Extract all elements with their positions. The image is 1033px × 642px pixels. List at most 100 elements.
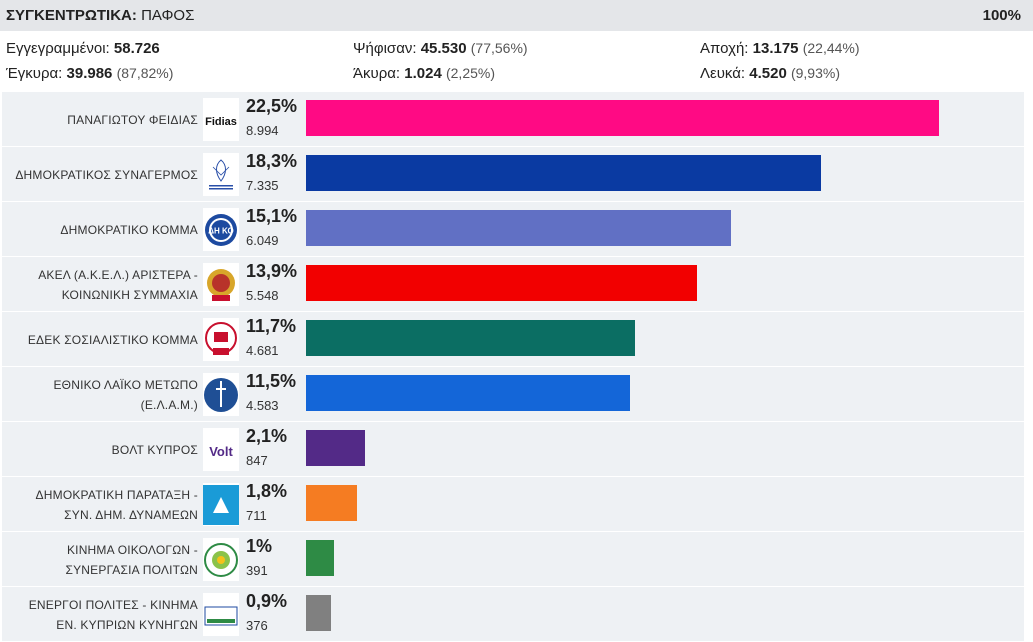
- stat-invalid-label: Άκυρα:: [353, 65, 401, 82]
- stat-abstention: Αποχή: 13.175 (22,44%): [700, 40, 860, 57]
- header-title-label: ΣΥΓΚΕΝΤΡΩΤΙΚΑ:: [6, 7, 137, 24]
- svg-text:ΔΗ ΚΟ: ΔΗ ΚΟ: [208, 226, 233, 235]
- elam-logo-icon: [204, 377, 238, 412]
- party-logo: [203, 483, 239, 526]
- stat-valid: Έγκυρα: 39.986 (87,82%): [6, 65, 173, 82]
- party-row: ΠΑΝΑΓΙΩΤΟΥ ΦΕΙΔΙΑΣ Fidias 22,5% 8.994: [2, 92, 1024, 147]
- diko-logo-icon: ΔΗ ΚΟ: [205, 213, 237, 246]
- stat-valid-label: Έγκυρα:: [6, 65, 63, 82]
- party-name: ΚΙΝΗΜΑ ΟΙΚΟΛΟΓΩΝ - ΣΥΝΕΡΓΑΣΙΑ ΠΟΛΙΤΩΝ: [65, 542, 198, 577]
- party-name: ΑΚΕΛ (Α.Κ.Ε.Λ.) ΑΡΙΣΤΕΡΑ - ΚΟΙΝΩΝΙΚΗ ΣΥΜ…: [38, 267, 198, 302]
- ecologists-logo-icon: [204, 542, 238, 577]
- stat-registered-label: Εγγεγραμμένοι:: [6, 40, 110, 57]
- stat-registered-value: 58.726: [113, 40, 160, 57]
- party-bar: [306, 485, 357, 521]
- party-name: ΒΟΛΤ ΚΥΠΡΟΣ: [111, 442, 198, 457]
- disy-logo-icon: [209, 158, 233, 189]
- stat-invalid: Άκυρα: 1.024 (2,25%): [353, 65, 495, 82]
- party-bar: [306, 375, 630, 411]
- party-percentage: 0,9%: [246, 591, 288, 611]
- stat-invalid-pct: (2,25%): [445, 65, 496, 81]
- party-percentage: 11,5%: [246, 371, 297, 391]
- party-percentage: 15,1%: [246, 206, 298, 226]
- party-logo: [203, 373, 239, 416]
- party-percentage: 2,1%: [246, 426, 288, 446]
- party-percentage: 22,5%: [246, 96, 298, 116]
- counting-progress: 100%: [982, 7, 1021, 24]
- party-votes: 847: [246, 453, 268, 468]
- svg-text:Volt: Volt: [209, 444, 233, 459]
- stat-blank-pct: (9,93%): [790, 65, 840, 81]
- party-votes: 4.681: [246, 343, 279, 358]
- party-row: ΔΗΜΟΚΡΑΤΙΚΟΣ ΣΥΝΑΓΕΡΜΟΣ 18,3% 7.335: [2, 147, 1024, 202]
- party-percentage: 18,3%: [246, 151, 298, 171]
- party-bar: [306, 210, 731, 246]
- party-bar: [306, 320, 635, 356]
- party-bar: [306, 540, 334, 576]
- stat-blank-label: Λευκά:: [700, 65, 746, 82]
- party-logo: [203, 318, 239, 361]
- header-title: ΣΥΓΚΕΝΤΡΩΤΙΚΑ: ΠΑΦΟΣ: [6, 7, 194, 24]
- stat-abstention-value: 13.175: [752, 40, 799, 57]
- stat-blank-value: 4.520: [749, 65, 787, 82]
- party-votes: 711: [246, 508, 267, 523]
- party-logo: [203, 263, 239, 306]
- party-name: ΕΝΕΡΓΟΙ ΠΟΛΙΤΕΣ - ΚΙΝΗΜΑ ΕΝ. ΚΥΠΡΙΩΝ ΚΥΝ…: [28, 597, 198, 632]
- party-votes: 376: [246, 618, 268, 633]
- party-name: ΔΗΜΟΚΡΑΤΙΚΗ ΠΑΡΑΤΑΞΗ - ΣΥΝ. ΔΗΜ. ΔΥΝΑΜΕΩ…: [35, 487, 198, 522]
- party-bar: [306, 155, 821, 191]
- party-row: ΕΝΕΡΓΟΙ ΠΟΛΙΤΕΣ - ΚΙΝΗΜΑ ΕΝ. ΚΥΠΡΙΩΝ ΚΥΝ…: [2, 587, 1024, 642]
- stat-blank: Λευκά: 4.520 (9,93%): [700, 65, 840, 82]
- results-header: ΣΥΓΚΕΝΤΡΩΤΙΚΑ: ΠΑΦΟΣ 100%: [0, 0, 1033, 31]
- akel-logo-icon: [207, 268, 235, 301]
- active-citizens-logo-icon: [204, 606, 238, 625]
- party-percentage: 1,8%: [246, 481, 288, 501]
- party-row: ΕΔΕΚ ΣΟΣΙΑΛΙΣΤΙΚΟ ΚΟΜΜΑ 11,7% 4.681: [2, 312, 1024, 367]
- party-row: ΕΘΝΙΚΟ ΛΑΪΚΟ ΜΕΤΩΠΟ (Ε.Λ.Α.Μ.) 11,5% 4.583: [2, 367, 1024, 422]
- party-votes: 391: [246, 563, 268, 578]
- volt-logo-icon: Volt: [209, 444, 233, 459]
- stat-valid-value: 39.986: [66, 65, 113, 82]
- party-logo: Volt: [203, 428, 239, 471]
- party-logo: [203, 538, 239, 581]
- party-row: ΑΚΕΛ (Α.Κ.Ε.Λ.) ΑΡΙΣΤΕΡΑ - ΚΟΙΝΩΝΙΚΗ ΣΥΜ…: [2, 257, 1024, 312]
- party-name: ΕΘΝΙΚΟ ΛΑΪΚΟ ΜΕΤΩΠΟ (Ε.Λ.Α.Μ.): [53, 377, 198, 412]
- party-percentage: 13,9%: [246, 261, 298, 281]
- party-row: ΚΙΝΗΜΑ ΟΙΚΟΛΟΓΩΝ - ΣΥΝΕΡΓΑΣΙΑ ΠΟΛΙΤΩΝ 1% 3…: [2, 532, 1024, 587]
- party-row: ΔΗΜΟΚΡΑΤΙΚΟ ΚΟΜΜΑ ΔΗ ΚΟ 15,1% 6.049: [2, 202, 1024, 257]
- turnout-stats: Εγγεγραμμένοι: 58.726 Ψήφισαν: 45.530 (7…: [0, 31, 1033, 91]
- edek-logo-icon: [205, 321, 237, 355]
- party-logo: [203, 153, 239, 196]
- stat-abstention-pct: (22,44%): [802, 40, 860, 56]
- party-votes: 6.049: [246, 233, 279, 248]
- stat-voted-pct: (77,56%): [470, 40, 528, 56]
- stat-voted: Ψήφισαν: 45.530 (77,56%): [353, 40, 528, 57]
- party-name: ΠΑΝΑΓΙΩΤΟΥ ΦΕΙΔΙΑΣ: [67, 112, 198, 127]
- results-bar-chart: ΠΑΝΑΓΙΩΤΟΥ ΦΕΙΔΙΑΣ Fidias 22,5% 8.994 ΔΗΜΟΚΡ…: [0, 92, 1033, 642]
- party-logo: [203, 593, 239, 636]
- party-name: ΔΗΜΟΚΡΑΤΙΚΟΣ ΣΥΝΑΓΕΡΜΟΣ: [15, 167, 198, 182]
- stat-valid-pct: (87,82%): [116, 65, 174, 81]
- party-votes: 4.583: [246, 398, 279, 413]
- party-logo: ΔΗ ΚΟ: [203, 208, 239, 251]
- svg-text:Fidias: Fidias: [205, 116, 237, 128]
- stat-invalid-value: 1.024: [404, 65, 442, 82]
- party-votes: 5.548: [246, 288, 279, 303]
- stat-abstention-label: Αποχή:: [700, 40, 749, 57]
- dipa-logo-icon: [203, 484, 239, 525]
- party-percentage: 1%: [246, 536, 273, 556]
- stat-voted-value: 45.530: [420, 40, 467, 57]
- party-votes: 8.994: [246, 123, 279, 138]
- fidias-logo-icon: Fidias: [205, 116, 237, 128]
- party-bar: [306, 265, 697, 301]
- party-row: ΒΟΛΤ ΚΥΠΡΟΣ Volt 2,1% 847: [2, 422, 1024, 477]
- header-region: ΠΑΦΟΣ: [141, 7, 195, 24]
- party-name: ΔΗΜΟΚΡΑΤΙΚΟ ΚΟΜΜΑ: [60, 222, 198, 237]
- party-name: ΕΔΕΚ ΣΟΣΙΑΛΙΣΤΙΚΟ ΚΟΜΜΑ: [27, 332, 198, 347]
- party-row: ΔΗΜΟΚΡΑΤΙΚΗ ΠΑΡΑΤΑΞΗ - ΣΥΝ. ΔΗΜ. ΔΥΝΑΜΕΩ…: [2, 477, 1024, 532]
- party-bar: [306, 595, 331, 631]
- party-votes: 7.335: [246, 178, 279, 193]
- party-bar: [306, 100, 939, 136]
- party-bar: [306, 430, 365, 466]
- party-logo: Fidias: [203, 98, 239, 141]
